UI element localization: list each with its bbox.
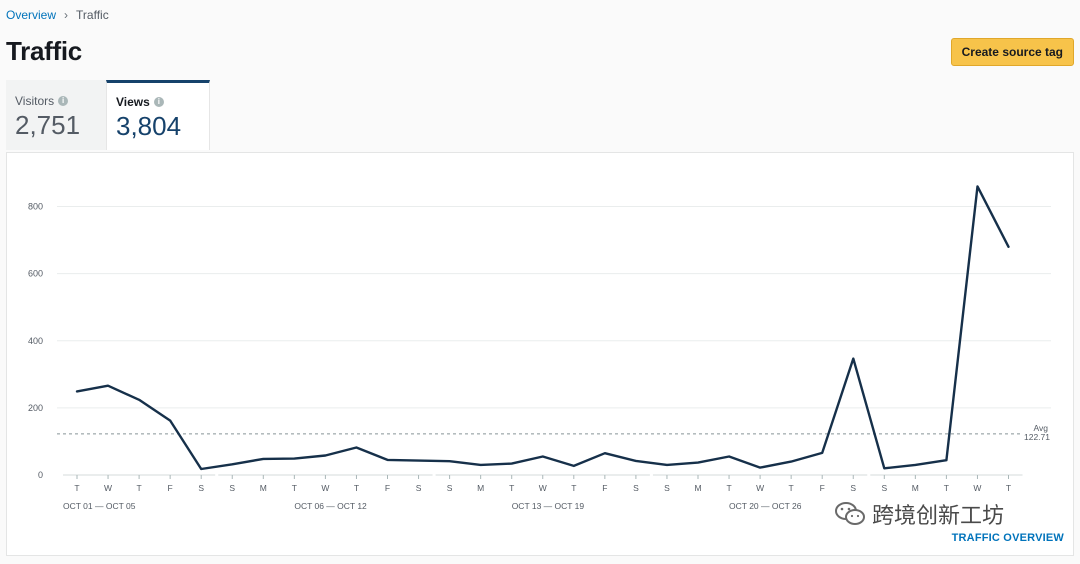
average-value: 122.71 — [1024, 432, 1050, 442]
info-icon[interactable]: i — [58, 96, 69, 106]
data-point — [572, 464, 576, 468]
data-point — [727, 455, 731, 459]
x-tick-label: W — [321, 483, 329, 493]
x-tick-label: F — [602, 483, 607, 493]
x-tick-label: M — [260, 483, 267, 493]
y-tick-label: 800 — [28, 202, 43, 212]
tab-visitors-value: 2,751 — [15, 110, 81, 140]
data-point — [417, 459, 421, 463]
week-range-label: OCT 13 — OCT 19 — [512, 501, 585, 511]
data-point — [1007, 245, 1011, 249]
chart-panel: 0 200 400 600 800 T W T F S S M T W T F S S M T W T F S S M T W T F S S… — [6, 152, 1074, 556]
traffic-overview-link[interactable]: TRAFFIC OVERVIEW — [951, 532, 1064, 544]
tab-views[interactable]: Views i 3,804 — [106, 80, 210, 150]
chevron-right-icon: › — [64, 8, 69, 22]
x-tick-label: S — [416, 483, 422, 493]
x-tick-label: S — [633, 483, 639, 493]
x-tick-label: T — [1006, 483, 1011, 493]
x-tick-label: M — [912, 483, 919, 493]
data-point — [106, 384, 110, 388]
data-point — [820, 451, 824, 455]
data-point — [137, 398, 141, 402]
x-tick-label: S — [850, 483, 856, 493]
x-tick-label: W — [756, 483, 764, 493]
week-range-label: OCT 06 — OCT 12 — [294, 501, 367, 511]
x-tick-label: F — [385, 483, 390, 493]
page-title: Traffic — [6, 36, 82, 66]
y-tick-label: 0 — [38, 470, 43, 480]
data-point — [975, 184, 979, 188]
data-point — [789, 460, 793, 464]
watermark: 跨境创新工坊 — [834, 498, 1004, 530]
data-point — [479, 463, 483, 467]
x-tick-label: S — [198, 483, 204, 493]
breadcrumb-overview-link[interactable]: Overview — [6, 8, 57, 22]
tab-visitors-label: Visitors — [15, 94, 55, 108]
x-tick-label: T — [571, 483, 576, 493]
x-tick-label: M — [477, 483, 484, 493]
data-point — [261, 457, 265, 461]
data-point — [913, 463, 917, 467]
x-tick-label: S — [664, 483, 670, 493]
data-point — [323, 454, 327, 458]
x-tick-label: T — [354, 483, 359, 493]
data-point — [354, 445, 358, 449]
data-point — [665, 463, 669, 467]
data-point — [758, 466, 762, 470]
week-range-label: OCT 01 — OCT 05 — [63, 501, 136, 511]
x-tick-label: F — [820, 483, 825, 493]
x-tick-label: W — [973, 483, 981, 493]
x-tick-label: F — [168, 483, 173, 493]
create-source-tag-button[interactable]: Create source tag — [950, 38, 1074, 66]
data-point — [882, 466, 886, 470]
data-point — [510, 462, 514, 466]
y-tick-label: 400 — [28, 336, 43, 346]
views-series-line — [75, 185, 1010, 471]
x-tick-label: T — [509, 483, 514, 493]
wechat-icon — [835, 502, 865, 525]
tab-visitors[interactable]: Visitors i 2,751 — [6, 80, 106, 150]
data-point — [199, 467, 203, 471]
x-tick-label: T — [789, 483, 794, 493]
data-point — [634, 459, 638, 463]
x-tick-label: T — [944, 483, 949, 493]
data-point — [944, 458, 948, 462]
data-point — [448, 459, 452, 463]
data-point — [851, 357, 855, 361]
data-point — [168, 419, 172, 423]
week-range-label: OCT 20 — OCT 26 — [729, 501, 802, 511]
tab-views-value: 3,804 — [116, 111, 182, 141]
tab-visitors-label-row: Visitors i — [15, 94, 97, 108]
data-point — [75, 389, 79, 393]
metric-tabs: Visitors i 2,751 Views i 3,804 — [6, 80, 210, 152]
x-tick-label: W — [539, 483, 547, 493]
data-point — [230, 462, 234, 466]
tab-views-label: Views — [116, 95, 150, 109]
data-point — [603, 451, 607, 455]
data-point — [541, 455, 545, 459]
x-tick-label: M — [694, 483, 701, 493]
data-point — [292, 457, 296, 461]
breadcrumb: Overview › Traffic — [6, 8, 109, 22]
y-tick-label: 600 — [28, 269, 43, 279]
x-tick-label: T — [136, 483, 141, 493]
info-icon[interactable]: i — [153, 97, 164, 107]
x-tick-label: S — [447, 483, 453, 493]
x-tick-label: T — [726, 483, 731, 493]
x-tick-label: W — [104, 483, 112, 493]
x-tick-label: S — [881, 483, 887, 493]
data-point — [386, 458, 390, 462]
x-tick-label: T — [74, 483, 79, 493]
views-line-chart: 0 200 400 600 800 T W T F S S M T W T F S S M T W T F S S M T W T F S S… — [28, 184, 1051, 511]
tab-views-label-row: Views i — [116, 95, 200, 109]
data-point — [696, 461, 700, 465]
breadcrumb-current: Traffic — [76, 8, 109, 22]
watermark-text: 跨境创新工坊 — [872, 503, 1005, 528]
x-tick-label: T — [292, 483, 297, 493]
y-tick-label: 200 — [28, 403, 43, 413]
average-label: Avg — [1034, 423, 1049, 433]
x-tick-label: S — [229, 483, 235, 493]
